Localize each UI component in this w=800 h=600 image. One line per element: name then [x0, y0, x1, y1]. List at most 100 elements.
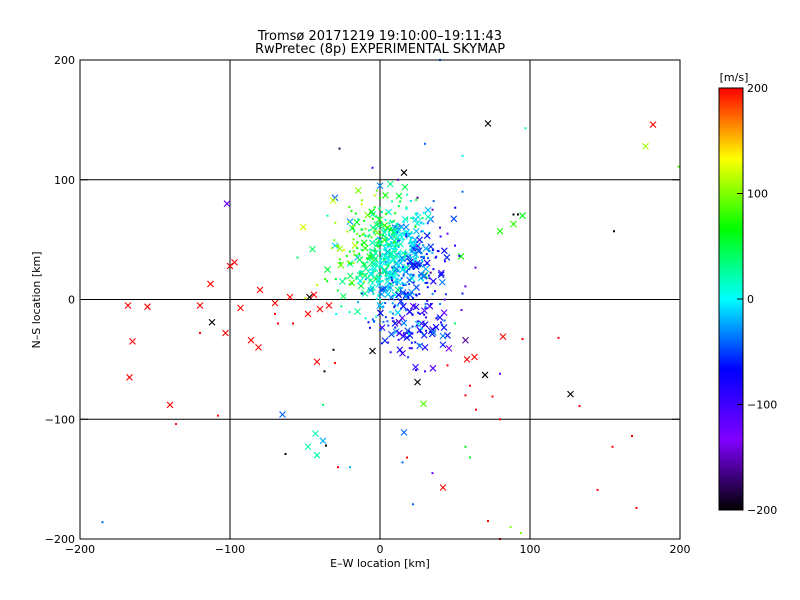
data-point-dot [375, 227, 378, 230]
data-point-dot [421, 256, 424, 259]
data-point-dot [464, 445, 467, 448]
data-point-dot [356, 232, 359, 235]
data-point-dot [368, 326, 371, 329]
data-point-dot [379, 249, 382, 252]
data-point-dot [358, 235, 361, 238]
data-point-dot [360, 203, 363, 206]
data-point-cross [362, 265, 370, 273]
data-point-dot [371, 166, 374, 169]
data-point-cross [642, 142, 649, 150]
data-point-cross [481, 371, 489, 379]
data-point-cross [325, 302, 333, 309]
data-point-dot [364, 227, 367, 230]
data-point-dot [431, 251, 434, 254]
data-point-dot [429, 303, 432, 306]
data-point-dot [368, 234, 371, 237]
data-point-dot [461, 190, 464, 193]
data-point-cross [395, 192, 403, 200]
data-point-dot [374, 269, 377, 272]
data-point-cross [411, 255, 419, 263]
data-point-dot [387, 265, 390, 268]
data-point-dot [374, 244, 377, 247]
data-point-dot [424, 281, 427, 284]
data-point-dot [364, 273, 367, 276]
data-point-dot [412, 247, 415, 250]
data-point-dot [384, 218, 387, 221]
data-point-dot [405, 206, 408, 209]
data-point-dot [418, 248, 421, 251]
data-point-dot [439, 235, 442, 238]
data-point-dot [101, 521, 104, 524]
data-point-dot [414, 265, 417, 268]
data-point-dot [394, 281, 397, 284]
data-point-cross [400, 169, 408, 176]
data-point-cross [429, 277, 437, 285]
data-point-cross [367, 286, 375, 294]
data-point-dot [458, 254, 461, 257]
data-point-dot [353, 230, 356, 233]
data-point-cross [361, 244, 369, 252]
data-point-cross [400, 429, 408, 436]
data-point-dot [376, 245, 379, 248]
data-point-dot [344, 277, 347, 280]
data-point-dot [384, 271, 387, 274]
data-point-dot [390, 277, 393, 280]
data-point-cross [247, 336, 255, 344]
data-point-dot [410, 231, 413, 234]
data-point-dot [379, 242, 382, 245]
data-point-cross [310, 291, 318, 299]
data-point-dot [414, 257, 417, 260]
data-point-dot [444, 260, 447, 263]
data-point-dot [398, 286, 401, 289]
data-point-dot [382, 305, 385, 308]
data-point-dot [396, 222, 399, 225]
data-point-cross [316, 305, 324, 313]
data-point-dot [356, 247, 359, 250]
data-point-dot [371, 282, 374, 285]
data-point-dot [358, 252, 361, 255]
data-point-dot [345, 255, 348, 258]
data-point-cross [381, 191, 389, 199]
data-point-dot [408, 283, 411, 286]
data-point-cross [426, 302, 434, 310]
data-point-dot [408, 347, 411, 350]
data-point-dot [363, 280, 366, 283]
data-point-dot [375, 258, 378, 261]
data-point-dot [361, 233, 364, 236]
data-point-dot [373, 249, 376, 252]
data-point-cross [331, 242, 339, 250]
data-point-dot [384, 275, 387, 278]
data-point-cross [356, 256, 364, 264]
data-point-cross [223, 200, 231, 208]
data-point-cross [378, 324, 386, 331]
data-point-dot [337, 244, 340, 247]
data-point-cross [484, 120, 492, 127]
data-point-cross [471, 353, 478, 361]
data-point-dot [428, 231, 431, 234]
data-point-dot [359, 271, 362, 274]
data-point-dot [368, 274, 371, 277]
data-point-dot [377, 272, 380, 275]
data-point-dot [426, 247, 429, 250]
data-point-cross [499, 333, 507, 341]
data-point-dot [517, 213, 519, 216]
data-point-dot [384, 236, 387, 239]
x-tick-label: 200 [670, 543, 691, 556]
data-point-dot [395, 244, 398, 247]
data-point-dot [371, 273, 374, 276]
data-point-dot [358, 270, 361, 273]
data-point-dot [406, 217, 409, 220]
data-point-dot [421, 217, 424, 220]
data-point-dot [274, 312, 276, 315]
data-point-cross [384, 291, 392, 298]
data-point-dot [410, 217, 413, 220]
data-point-dot [386, 243, 389, 246]
data-point-dot [367, 229, 370, 232]
data-point-dot [339, 261, 342, 264]
data-point-dot [371, 271, 374, 274]
data-point-dot [388, 232, 391, 235]
data-point-cross [408, 288, 415, 296]
data-point-dot [372, 320, 375, 323]
data-point-dot [391, 279, 394, 282]
